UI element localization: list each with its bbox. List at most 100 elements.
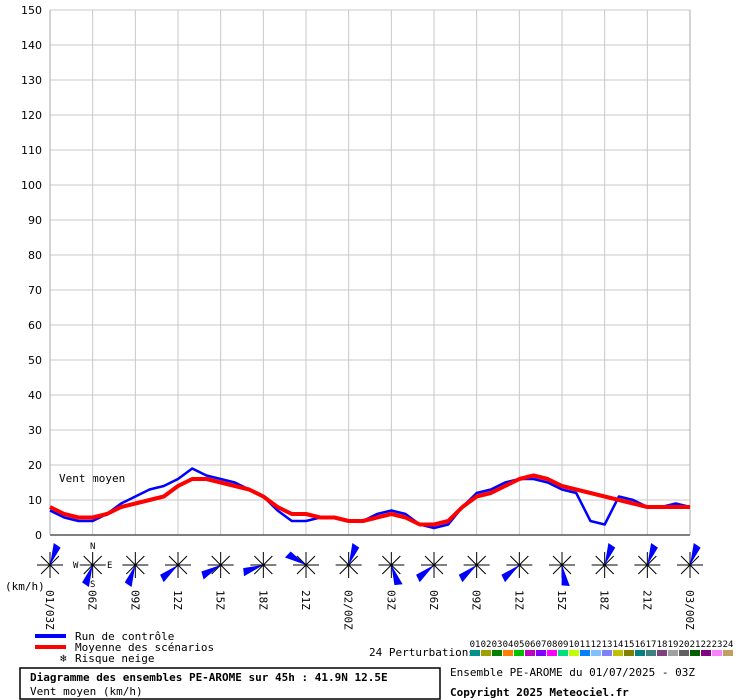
x-tick-label: 15Z [555,590,568,610]
perturbation-label: 19 [668,640,679,650]
wind-icon [284,551,319,578]
wind-icon [501,552,533,583]
wind-icon [634,542,661,578]
annotation: Vent moyen [59,472,125,485]
copyright: Copyright 2025 Meteociel.fr [450,686,629,699]
wind-icon [458,552,490,583]
x-tick-label: 12Z [171,590,184,610]
perturbation-label: 02 [481,640,492,650]
x-tick-label: 06Z [86,590,99,610]
wind-icon [160,552,191,583]
legend-label: Moyenne des scénarios [75,641,214,654]
compass-label: W [73,561,79,571]
y-tick-label: 20 [28,459,42,472]
wind-icon-sector [391,565,403,586]
y-tick-label: 60 [28,319,42,332]
perturbation-label: 21 [690,640,701,650]
perturbation-label: 24 [723,640,734,650]
y-tick-label: 130 [21,74,42,87]
perturbation-swatch [723,650,733,656]
x-tick-label: 21Z [640,590,653,610]
x-tick-label: 18Z [256,590,269,610]
perturbation-swatch [569,650,579,656]
perturbation-label: 10 [569,640,580,650]
perturbation-swatch [679,650,689,656]
wind-icon-sector [284,551,306,565]
unit-label: (km/h) [5,580,45,593]
wind-icon-sector [561,565,570,586]
perturbation-swatch [470,650,480,656]
x-tick-label: 15Z [214,590,227,610]
x-tick-label: 12Z [512,590,525,610]
perturbation-label: 22 [701,640,712,650]
x-tick-label: 06Z [427,590,440,610]
wind-icon-sector [647,542,658,565]
perturbation-swatch [525,650,535,656]
perturbation-label: 13 [602,640,613,650]
wind-icon-sector [690,542,701,565]
title-box [19,667,441,700]
x-tick-label: 18Z [598,590,611,610]
perturbation-swatch [580,650,590,656]
perturbation-label: 23 [712,640,723,650]
y-tick-label: 0 [35,529,42,542]
x-tick-label: 21Z [299,590,312,610]
x-tick-label: 02/00Z [342,590,355,630]
perturbation-swatch [635,650,645,656]
perturbation-label: 15 [624,640,635,650]
perturbation-label: 05 [514,640,525,650]
y-tick-label: 30 [28,424,42,437]
wind-icon [122,552,149,588]
run-info: Ensemble PE-AROME du 01/07/2025 - 03Z [450,666,695,679]
compass-label: N [90,542,95,552]
perturbation-swatch [602,650,612,656]
wind-icon-sector [201,565,221,580]
wind-icon [201,552,234,580]
perturbation-label: 16 [635,640,646,650]
perturbation-label: 14 [613,640,624,650]
wind-icon-sector [124,565,136,588]
y-tick-label: 90 [28,214,42,227]
perturbation-label: 18 [657,640,668,650]
y-tick-label: 120 [21,109,42,122]
perturbation-swatch [701,650,711,656]
y-tick-label: 100 [21,179,42,192]
perturbation-label: 09 [558,640,569,650]
y-tick-label: 10 [28,494,42,507]
perturbation-label: 11 [580,640,591,650]
wind-icon [79,552,106,588]
perturbations-label: 24 Perturbations [369,646,475,659]
perturbation-swatch [646,650,656,656]
perturbation-swatch [690,650,700,656]
wind-icon-sector [604,542,616,565]
perturbation-swatch [547,650,557,656]
wind-icon-axis [552,555,572,575]
perturbation-swatch [624,650,634,656]
perturbation-swatch [503,650,513,656]
x-tick-label: 09Z [128,590,141,610]
wind-icon-sector [501,565,520,583]
perturbation-swatch [613,650,623,656]
wind-icon-sector [160,565,178,583]
perturbation-swatch [514,650,524,656]
perturbation-label: 12 [591,640,602,650]
perturbation-swatch [536,650,546,656]
perturbation-label: 07 [536,640,547,650]
y-tick-label: 70 [28,284,42,297]
perturbation-label: 01 [470,640,481,650]
y-tick-label: 150 [21,4,42,17]
perturbation-swatch [668,650,678,656]
wind-icon-sector [348,542,360,565]
perturbation-label: 03 [492,640,503,650]
y-tick-label: 50 [28,354,42,367]
legend-label: Risque neige [75,652,154,665]
wind-icon [37,542,63,578]
perturbation-swatch [712,650,722,656]
perturbation-label: 08 [547,640,558,650]
wind-icon-sector [82,565,93,588]
wind-icon-sector [416,565,434,583]
perturbation-swatch [657,650,667,656]
perturbation-swatch [492,650,502,656]
